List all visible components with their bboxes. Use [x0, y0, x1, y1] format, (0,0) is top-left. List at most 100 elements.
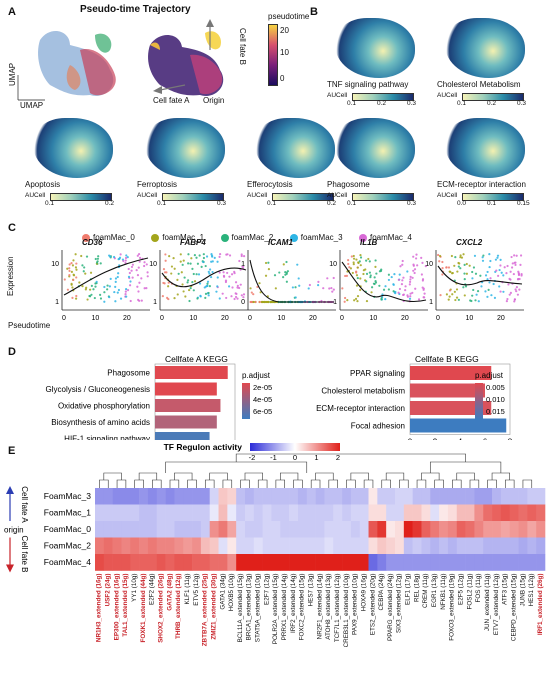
heatmap-cell [253, 488, 263, 505]
heatmap-cell [227, 488, 237, 505]
expression-point [343, 300, 346, 303]
heatmap-cell [447, 504, 458, 522]
heatmap-cell [183, 554, 193, 571]
expression-point [258, 300, 261, 304]
heatmap-cell [156, 521, 166, 538]
expression-point [464, 285, 468, 288]
heatmap-cell [518, 504, 528, 522]
heatmap-cell [368, 537, 378, 555]
heatmap-cell [236, 488, 246, 505]
heatmap-column-label: KLF1 (11g) [184, 574, 191, 605]
heatmap-cell [192, 521, 202, 538]
expression-point [81, 285, 84, 288]
heatmap-cell [421, 521, 431, 538]
expression-point [481, 259, 485, 262]
expression-point [125, 295, 128, 298]
expression-point [236, 284, 239, 287]
x-tick-label: 0 [436, 315, 440, 322]
expression-point [72, 273, 75, 276]
expression-point [242, 255, 246, 258]
heatmap-cell [430, 554, 440, 571]
heatmap-cell [95, 521, 105, 538]
heatmap-cell [174, 537, 184, 555]
expression-point [497, 274, 500, 277]
expression-point [225, 253, 228, 256]
heatmap-cell [447, 488, 458, 505]
expression-point [423, 296, 426, 299]
kegg-category-label: Biosynthesis of amino acids [51, 418, 150, 427]
heatmap-cell [165, 554, 175, 571]
heatmap-cell [271, 488, 281, 505]
expression-point [200, 265, 203, 268]
heatmap-column-label: NR1H3_extended (16g) [96, 574, 103, 643]
panel-letter-e: E [8, 445, 16, 457]
expression-point [261, 300, 264, 304]
expression-point [228, 254, 232, 257]
heatmap-cell [253, 521, 263, 538]
heatmap-cell [465, 504, 475, 522]
kegg-chart-title: Cellfate A KEGG [165, 354, 228, 364]
expression-point [296, 263, 299, 266]
heatmap-cell [218, 554, 228, 571]
heatmap-cell [165, 521, 175, 538]
heatmap-cell [315, 537, 325, 555]
expression-point [172, 257, 175, 260]
padjust-legend-bar [242, 383, 250, 419]
heatmap-cell [359, 488, 369, 505]
heatmap-cell [492, 554, 502, 571]
expression-point [264, 274, 268, 277]
expression-point [216, 276, 219, 279]
heatmap-cell [456, 488, 466, 505]
heatmap-column-label: YY1 (10g) [131, 574, 138, 602]
expression-point [74, 253, 77, 256]
heatmap-cell [474, 488, 484, 505]
kegg-category-label: Cholesterol metabolism [321, 387, 405, 396]
expression-point [267, 300, 270, 304]
expression-point [448, 289, 452, 292]
heatmap-cell [324, 488, 334, 505]
expression-point [88, 295, 92, 298]
expression-point [516, 293, 519, 296]
expression-point [138, 299, 141, 302]
heatmap-cell [518, 521, 528, 538]
trajectory-umap-clusters [38, 30, 116, 96]
expression-point [163, 271, 167, 274]
legend-item-foammac-4: foamMac_4 [359, 233, 412, 242]
expression-point [411, 291, 414, 294]
expression-point [402, 276, 405, 279]
expression-point [173, 297, 176, 300]
heatmap-cell [289, 537, 299, 555]
expression-point [457, 265, 460, 268]
heatmap-cell [227, 554, 237, 571]
heatmap-column-label: FOSL2 (11g) [466, 574, 473, 610]
heatmap-cell [403, 488, 413, 505]
expression-point [398, 287, 402, 291]
umap-axes [17, 75, 45, 101]
kegg-x-tick-label: 6 [483, 438, 488, 441]
expression-point [412, 263, 415, 266]
expression-point [350, 255, 353, 258]
heatmap-cell [500, 554, 511, 571]
expression-point [222, 271, 225, 274]
expression-point [400, 282, 404, 286]
expression-point [181, 263, 184, 266]
expression-point [236, 286, 239, 289]
expression-point [499, 290, 502, 293]
heatmap-cell [165, 504, 175, 522]
aucell-tick-label: 0.3 [517, 100, 527, 107]
expression-point [404, 288, 407, 292]
heatmap-column-label: IRF2_extended (14g) [290, 574, 297, 634]
expression-point [423, 292, 426, 295]
expression-point [140, 277, 143, 280]
expression-point [417, 298, 421, 301]
heatmap-cell [112, 504, 122, 522]
expression-point [93, 296, 96, 300]
expression-point [187, 262, 190, 265]
heatmap-column-label: BCL11A_extended (15g) [237, 574, 244, 643]
heatmap-cell [192, 554, 202, 571]
heatmap-cell [139, 488, 149, 505]
expression-point [416, 264, 419, 267]
expression-point [234, 281, 238, 284]
heatmap-cell [474, 504, 484, 522]
